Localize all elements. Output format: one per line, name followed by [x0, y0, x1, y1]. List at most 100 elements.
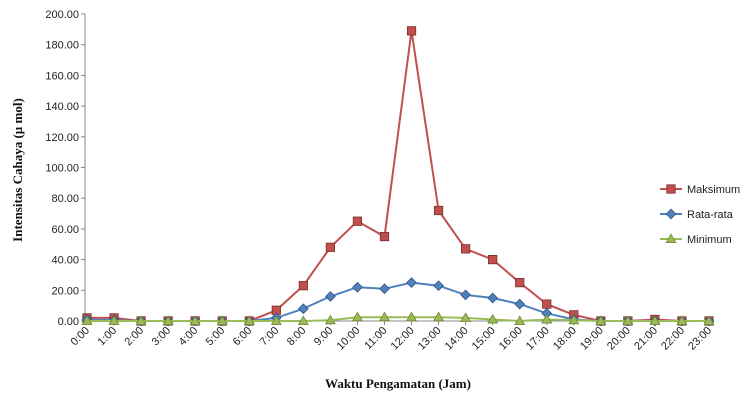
series-minimum: [81, 311, 715, 326]
data-point: [433, 311, 445, 322]
data-point: [460, 289, 471, 301]
y-tick-label: 180.00: [45, 40, 79, 52]
x-tick-label: 16:00: [497, 325, 525, 353]
y-tick-label: 60.00: [51, 224, 79, 236]
legend-marker: [666, 184, 676, 194]
data-point: [487, 292, 499, 304]
x-tick-label: 8:00: [285, 325, 309, 349]
data-point: [379, 283, 390, 295]
data-point: [406, 277, 417, 288]
x-tick-label: 7:00: [258, 325, 282, 349]
x-tick-label: 5:00: [204, 325, 228, 349]
y-tick-label: 80.00: [51, 193, 79, 205]
y-tick-label: 120.00: [45, 132, 79, 144]
x-tick-label: 1:00: [96, 325, 120, 349]
x-tick-label: 15:00: [470, 325, 498, 353]
legend-label: Minimum: [687, 234, 732, 246]
series-line: [87, 30, 709, 322]
data-point: [433, 280, 444, 292]
series-line: [86, 281, 709, 322]
data-point: [325, 242, 335, 252]
data-point: [297, 315, 309, 326]
data-point: [189, 315, 201, 326]
legend: Maksimum Rata-rata Minimum: [660, 184, 740, 246]
x-tick-label: 9:00: [312, 325, 336, 349]
y-tick-label: 0.00: [58, 316, 79, 328]
data-point: [352, 216, 363, 226]
data-point: [406, 26, 417, 36]
legend-item: Maksimum: [660, 184, 740, 196]
x-tick-label: 3:00: [150, 325, 174, 349]
data-point: [514, 298, 526, 310]
data-point: [352, 281, 363, 293]
data-point: [461, 244, 471, 254]
y-tick-label: 160.00: [45, 70, 79, 82]
series-line: [87, 316, 709, 323]
x-tick-label: 14:00: [443, 325, 471, 353]
y-tick-label: 100.00: [45, 163, 79, 175]
x-tick-label: 19:00: [578, 325, 606, 353]
y-tick-labels: 0.00 20.00 40.00 60.00 80.00 100.00 120.00 140.…: [45, 9, 79, 328]
data-point: [297, 303, 309, 315]
data-point: [488, 254, 498, 265]
data-point: [324, 314, 336, 325]
data-point: [515, 278, 525, 288]
x-tick-label: 22:00: [659, 325, 687, 353]
axes: [81, 13, 711, 325]
data-point: [703, 315, 715, 326]
y-tick-label: 200.00: [45, 9, 79, 21]
x-tick-label: 6:00: [231, 325, 255, 349]
legend-label: Rata-rata: [687, 209, 734, 221]
data-point: [243, 315, 255, 326]
data-point: [216, 315, 228, 326]
x-tick-label: 10:00: [335, 325, 363, 353]
data-point: [542, 299, 552, 309]
data-point: [622, 315, 634, 326]
x-tick-label: 17:00: [524, 325, 552, 353]
data-point: [676, 315, 688, 326]
y-tick-label: 20.00: [51, 285, 79, 297]
data-point: [378, 311, 390, 322]
legend-marker: [665, 208, 677, 220]
legend-item: Minimum: [660, 233, 732, 246]
data-point: [379, 231, 390, 242]
x-tick-label: 20:00: [605, 325, 633, 353]
data-point: [649, 315, 661, 326]
x-tick-labels: 0:00 1:00 2:00 3:00 4:00 5:00 6:00 7:00 8:00 9:00…: [68, 325, 714, 353]
data-point: [325, 291, 336, 302]
legend-label: Maksimum: [687, 184, 740, 196]
data-point: [460, 312, 472, 322]
y-axis-title: Intensitas Cahaya (µ mol): [10, 98, 25, 242]
x-tick-label: 12:00: [389, 325, 417, 353]
x-axis-title: Waktu Pengamatan (Jam): [325, 376, 471, 391]
data-point: [135, 315, 147, 326]
data-point: [81, 315, 93, 326]
x-tick-label: 23:00: [686, 325, 714, 353]
data-point: [595, 315, 607, 326]
y-tick-label: 40.00: [51, 255, 79, 267]
data-point: [351, 311, 363, 322]
x-tick-label: 18:00: [551, 325, 579, 353]
data-point: [541, 313, 553, 324]
data-point: [298, 281, 308, 291]
x-tick-label: 21:00: [632, 325, 660, 353]
x-tick-label: 11:00: [362, 325, 389, 352]
data-point: [270, 315, 282, 326]
data-point: [162, 315, 174, 326]
legend-marker: [665, 233, 677, 244]
data-point: [568, 314, 580, 325]
x-tick-label: 4:00: [177, 325, 201, 349]
series-rata-rata: [81, 277, 715, 327]
data-point: [433, 205, 444, 216]
data-point: [487, 313, 499, 324]
series-maksimum: [82, 26, 714, 326]
legend-item: Rata-rata: [660, 208, 734, 221]
x-tick-label: 13:00: [416, 325, 444, 353]
data-point: [514, 315, 526, 326]
series-group: [81, 26, 715, 327]
x-tick-label: 0:00: [68, 325, 92, 349]
x-tick-label: 2:00: [123, 325, 147, 349]
data-point: [108, 315, 120, 326]
y-tick-label: 140.00: [45, 101, 79, 113]
